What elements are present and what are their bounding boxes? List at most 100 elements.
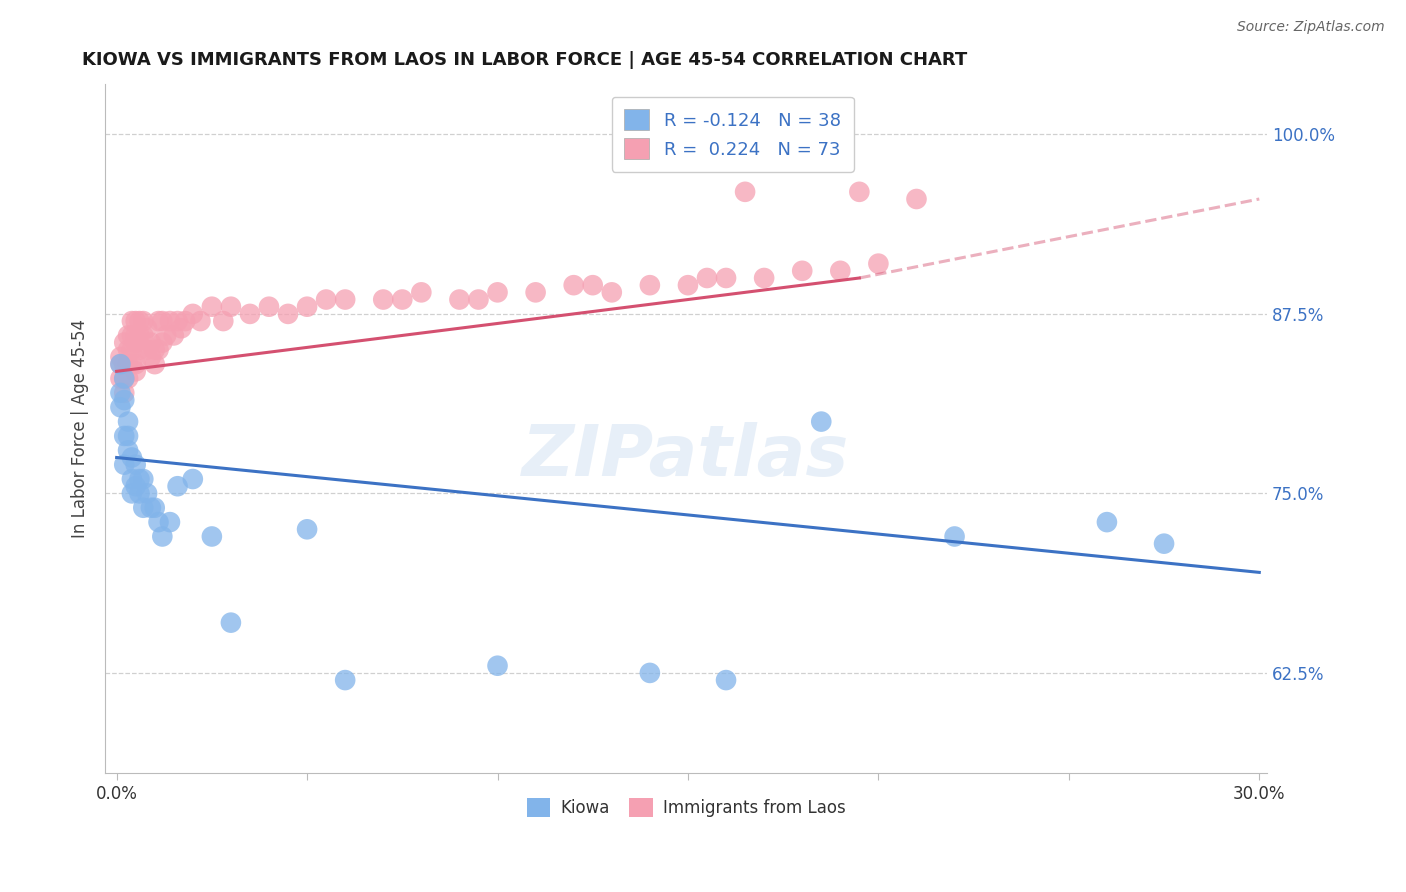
Point (159, 515, 181, 529)
Point (117, 443, 139, 458)
Point (128, 486, 150, 500)
Point (848, 185, 870, 199)
Point (125, 357, 148, 371)
Point (110, 357, 132, 371)
Point (128, 343, 150, 357)
Point (128, 472, 150, 486)
Point (139, 500, 162, 515)
Point (257, 300, 280, 314)
Point (125, 328, 148, 343)
Point (696, 271, 718, 285)
Point (110, 401, 132, 415)
Point (170, 321, 193, 335)
Point (638, 665, 661, 680)
Point (333, 293, 356, 307)
Point (132, 328, 155, 343)
Point (201, 300, 224, 314)
Point (117, 429, 139, 443)
Point (112, 357, 135, 371)
Point (132, 500, 155, 515)
Point (117, 415, 139, 429)
Point (121, 486, 143, 500)
Point (163, 328, 186, 343)
Point (212, 314, 235, 328)
Point (148, 314, 170, 328)
Point (868, 257, 890, 271)
Point (905, 192, 928, 206)
Point (467, 293, 489, 307)
Point (125, 314, 148, 328)
Point (112, 385, 135, 400)
Point (139, 335, 162, 350)
Point (524, 285, 547, 300)
Point (562, 278, 585, 293)
Point (714, 673, 737, 687)
Point (582, 278, 605, 293)
Point (333, 673, 356, 687)
Point (136, 343, 159, 357)
Point (150, 529, 173, 543)
Point (714, 271, 737, 285)
Point (166, 314, 188, 328)
Point (117, 343, 139, 357)
Point (486, 285, 509, 300)
Point (121, 450, 143, 465)
Point (219, 615, 242, 630)
Legend: Kiowa, Immigrants from Laos: Kiowa, Immigrants from Laos (520, 791, 852, 823)
Point (150, 314, 173, 328)
Point (174, 314, 197, 328)
Point (734, 185, 756, 199)
Point (121, 314, 143, 328)
Point (277, 307, 299, 321)
Point (638, 278, 661, 293)
Point (143, 343, 166, 357)
Point (676, 278, 699, 293)
Point (830, 264, 852, 278)
Point (373, 293, 395, 307)
Point (125, 479, 148, 493)
Point (117, 357, 139, 371)
Point (391, 293, 413, 307)
Point (449, 293, 471, 307)
Point (295, 300, 318, 314)
Point (486, 658, 509, 673)
Point (110, 357, 132, 371)
Point (1153, 536, 1175, 550)
Point (132, 314, 155, 328)
Point (110, 385, 132, 400)
Point (159, 314, 181, 328)
Y-axis label: In Labor Force | Age 45-54: In Labor Force | Age 45-54 (72, 319, 89, 538)
Point (143, 357, 166, 371)
Point (112, 335, 135, 350)
Point (315, 293, 337, 307)
Point (136, 486, 159, 500)
Point (150, 335, 173, 350)
Point (136, 321, 159, 335)
Point (810, 415, 832, 429)
Point (190, 314, 212, 328)
Point (132, 472, 155, 486)
Point (112, 392, 135, 407)
Point (125, 364, 148, 378)
Text: KIOWA VS IMMIGRANTS FROM LAOS IN LABOR FORCE | AGE 45-54 CORRELATION CHART: KIOWA VS IMMIGRANTS FROM LAOS IN LABOR F… (82, 51, 967, 69)
Point (943, 529, 966, 543)
Point (148, 515, 170, 529)
Point (125, 458, 148, 472)
Point (121, 328, 143, 343)
Point (112, 371, 135, 385)
Point (239, 307, 262, 321)
Point (201, 529, 224, 543)
Point (117, 371, 139, 385)
Text: ZIPatlas: ZIPatlas (523, 422, 849, 491)
Point (121, 472, 143, 486)
Point (181, 307, 204, 321)
Point (600, 285, 623, 300)
Point (155, 328, 177, 343)
Point (121, 343, 143, 357)
Text: Source: ZipAtlas.com: Source: ZipAtlas.com (1237, 20, 1385, 34)
Point (112, 371, 135, 385)
Point (139, 350, 162, 364)
Point (128, 314, 150, 328)
Point (112, 429, 135, 443)
Point (792, 264, 814, 278)
